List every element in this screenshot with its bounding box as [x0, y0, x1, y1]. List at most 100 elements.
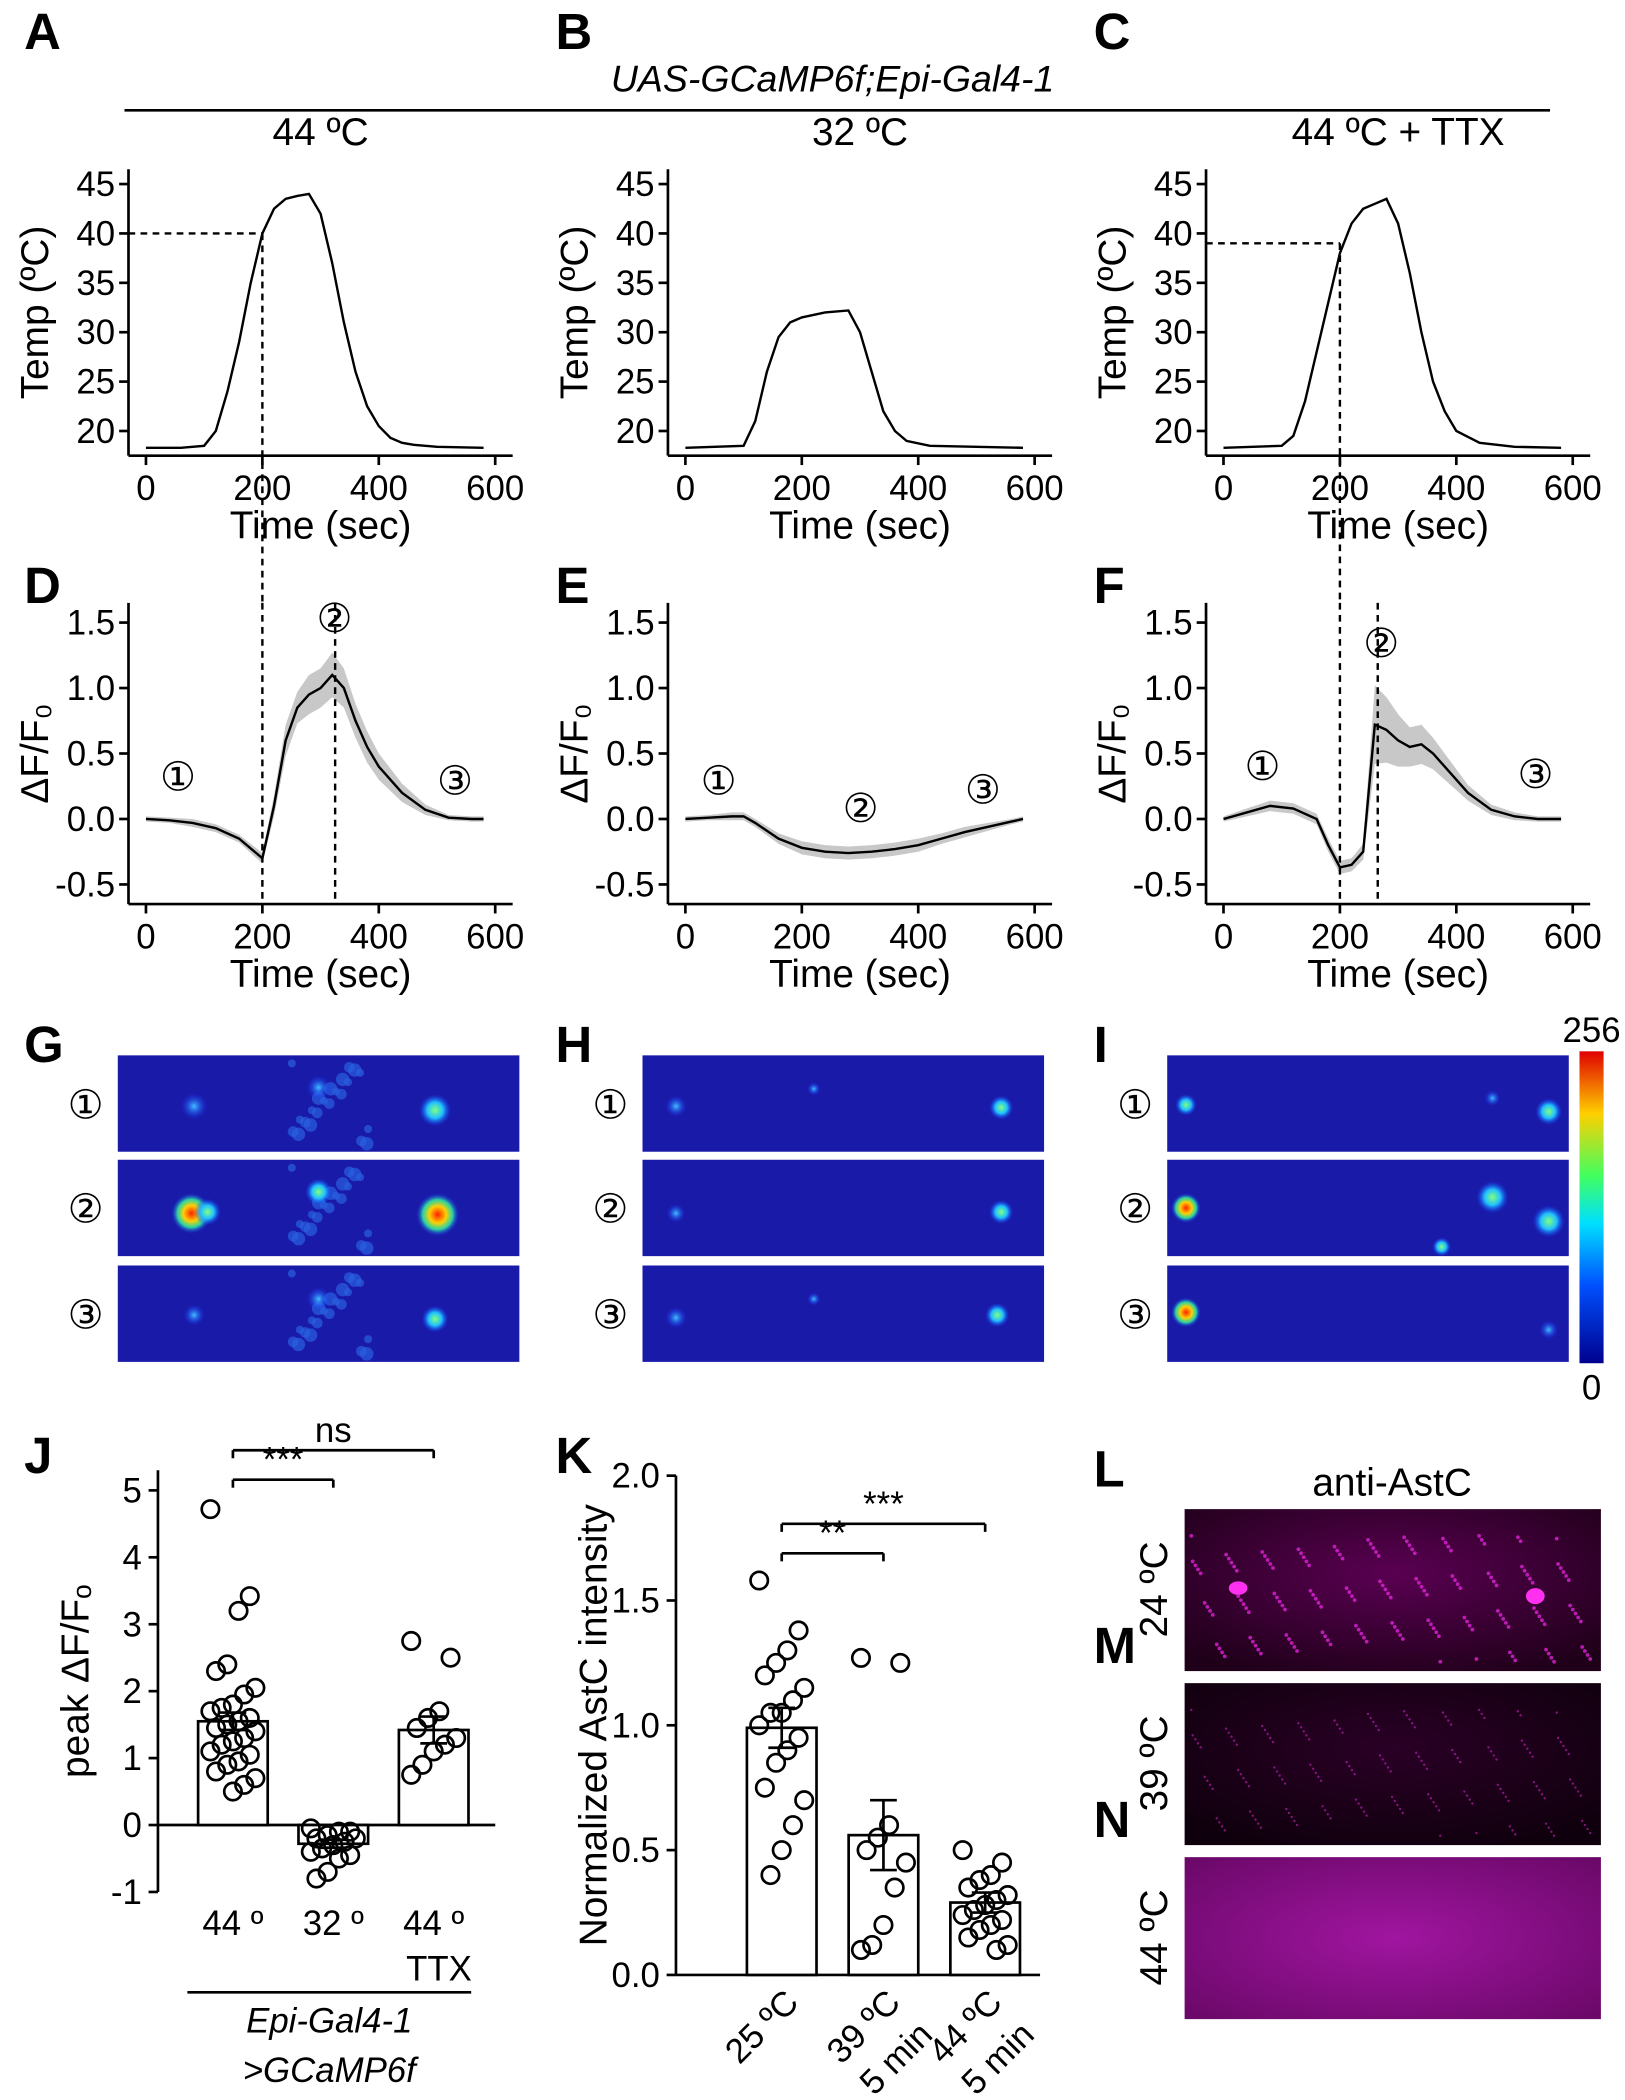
annotation: ③ — [965, 768, 1001, 814]
annotation: ① — [160, 754, 196, 800]
heatmap-texture — [287, 1059, 296, 1068]
x-tick-label: 600 — [466, 917, 524, 956]
y-tick-label: 1.0 — [67, 669, 115, 708]
heatmap — [642, 1055, 1045, 1152]
x-tick-label: 400 — [350, 917, 408, 956]
image-speckle — [1289, 1641, 1294, 1645]
image-speckle — [1396, 1803, 1399, 1807]
image-speckle — [1266, 1732, 1269, 1736]
heatmap-spot — [1171, 1193, 1201, 1223]
image-speckle — [1348, 1764, 1351, 1768]
heatmap-texture — [344, 1166, 355, 1178]
y-tick-label: -0.5 — [1133, 866, 1193, 905]
heatmap-texture — [356, 1135, 367, 1147]
heatmap-spot — [807, 1082, 821, 1096]
image-speckle — [1354, 1798, 1358, 1801]
data-point — [749, 1715, 770, 1736]
image-speckle — [1360, 1806, 1363, 1809]
image-speckle — [1336, 1723, 1339, 1726]
image-speckle — [1462, 1615, 1467, 1620]
heatmap-texture — [307, 1106, 316, 1115]
heatmap-spot — [183, 1304, 205, 1326]
image-speckle — [1446, 1544, 1451, 1549]
image-speckle — [1532, 1780, 1536, 1784]
panel-letter: F — [1094, 557, 1125, 614]
image-speckle — [1354, 1623, 1358, 1628]
image-speckle — [1246, 1610, 1251, 1615]
heatmap-texture — [307, 1210, 316, 1219]
data-point — [300, 1818, 321, 1839]
image-speckle — [1311, 1767, 1315, 1771]
image-speckle — [1504, 1795, 1508, 1799]
image-speckle — [1559, 1740, 1562, 1744]
image-speckle — [1223, 1829, 1226, 1832]
image-speckle — [1438, 1659, 1443, 1664]
image-speckle — [1467, 1623, 1472, 1628]
image-speckle — [1203, 1775, 1206, 1779]
image-speckle — [1412, 1551, 1417, 1556]
y-tick-label: 30 — [76, 313, 115, 352]
data-point — [306, 1868, 327, 1889]
image-speckle — [1232, 1739, 1236, 1742]
image-speckle — [1495, 1758, 1498, 1761]
image-speckle — [1344, 1586, 1349, 1590]
image-label: 44 ºC — [1133, 1889, 1176, 1985]
annotation: ① — [1244, 744, 1280, 790]
x-tick-label: 32 º — [303, 1904, 364, 1943]
heatmap-texture — [295, 1219, 304, 1229]
image-speckle — [1482, 1542, 1487, 1546]
heatmap-spot — [1535, 1098, 1563, 1125]
image-speckle — [1479, 1538, 1484, 1542]
image-speckle — [1414, 1576, 1419, 1581]
image-speckle — [1398, 1633, 1402, 1637]
y-tick-label: 25 — [1154, 363, 1193, 402]
bar — [745, 1726, 818, 1977]
image-speckle — [1566, 1578, 1571, 1582]
image-speckle — [1357, 1802, 1360, 1805]
data-point — [777, 1740, 798, 1761]
image-speckle — [1284, 1633, 1289, 1637]
heatmap-spot — [416, 1193, 460, 1237]
image-speckle — [1580, 1645, 1585, 1649]
image-speckle — [1429, 1622, 1433, 1627]
image-speckle — [1480, 1712, 1483, 1716]
image-speckle — [1297, 1722, 1300, 1725]
panel-letter: J — [24, 1427, 52, 1484]
image-feature — [1525, 1588, 1545, 1605]
image-speckle — [1236, 1594, 1241, 1599]
data-point — [440, 1647, 461, 1668]
data-point — [766, 1752, 787, 1773]
data-point — [401, 1764, 422, 1785]
image-speckle — [1323, 1809, 1327, 1812]
y-axis-label: Temp (ºC) — [1092, 226, 1135, 400]
y-tick-label: 0.0 — [67, 800, 115, 839]
y-tick-label: -1 — [111, 1873, 142, 1912]
image-speckle — [1582, 1649, 1587, 1653]
y-axis-label: ΔF/F₀ — [1092, 703, 1135, 803]
image-speckle — [1532, 1606, 1536, 1611]
y-tick-label: 20 — [1154, 412, 1193, 451]
data-point — [228, 1751, 249, 1772]
image-speckle — [1368, 1542, 1373, 1546]
y-tick-label: 1.0 — [606, 669, 654, 708]
image-speckle — [1278, 1774, 1281, 1777]
panel-letter: I — [1094, 1016, 1108, 1073]
image-speckle — [1281, 1778, 1284, 1781]
image-speckle — [1554, 1536, 1559, 1541]
image-speckle — [1518, 1539, 1523, 1544]
data-point — [867, 1827, 888, 1848]
image-speckle — [1319, 1604, 1324, 1609]
x-tick-label: 0 — [1214, 917, 1233, 956]
image-speckle — [1261, 1724, 1264, 1728]
image-speckle — [1427, 1793, 1430, 1796]
heatmap-spot — [1175, 1094, 1197, 1116]
y-tick-label: 45 — [76, 165, 115, 204]
image-speckle — [1556, 1562, 1560, 1566]
image-speckle — [1453, 1578, 1457, 1582]
image-speckle — [1277, 1599, 1282, 1604]
y-axis-label: Temp (ºC) — [554, 226, 597, 400]
image-speckle — [1416, 1580, 1421, 1585]
image-speckle — [1317, 1775, 1320, 1779]
panel-letter: K — [555, 1427, 592, 1484]
heatmap-texture — [356, 1240, 367, 1251]
